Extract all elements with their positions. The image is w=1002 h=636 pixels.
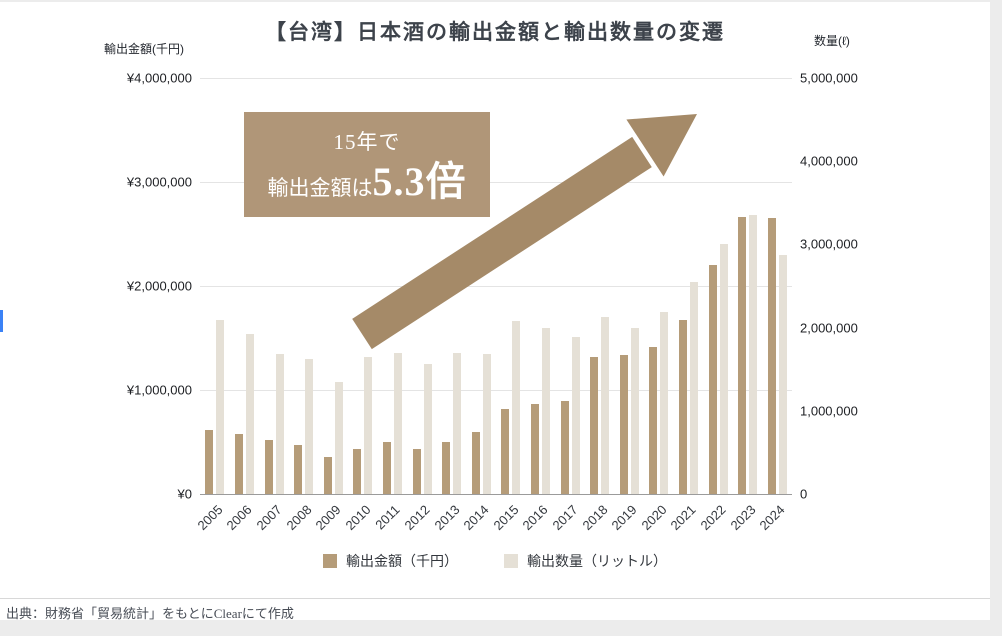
legend-label-amount: 輸出金額（千円）	[346, 553, 458, 569]
chart-card: 【台湾】日本酒の輸出金額と輸出数量の変遷 輸出金額(千円) 数量(ℓ) ¥0 ¥1…	[0, 2, 990, 621]
bar-amount-2012	[413, 449, 421, 494]
chart-title: 【台湾】日本酒の輸出金額と輸出数量の変遷	[265, 21, 725, 44]
bar-amount-2006	[235, 434, 243, 494]
bar-quantity-2023	[749, 215, 757, 494]
bar-amount-2013	[442, 442, 450, 494]
bar-quantity-2009	[335, 382, 343, 494]
bar-amount-2014	[472, 432, 480, 494]
y-axis-left-tick: ¥4,000,000	[126, 70, 192, 86]
y-axis-right-tick: 5,000,000	[800, 70, 858, 86]
legend-label-quantity: 輸出数量（リットル）	[527, 553, 667, 569]
x-axis-tick: 2021	[667, 502, 699, 534]
bar-quantity-2008	[305, 359, 313, 494]
x-axis-tick: 2005	[194, 502, 226, 534]
bar-amount-2010	[353, 449, 361, 494]
source-note: 出典：財務省「貿易統計」をもとにClearにて作成	[6, 606, 294, 621]
left-edge-artifact	[0, 310, 3, 332]
x-axis-tick: 2019	[608, 502, 640, 534]
bar-quantity-2018	[601, 317, 609, 494]
bar-amount-2024	[768, 218, 776, 494]
x-axis-tick: 2007	[253, 502, 285, 534]
bar-amount-2009	[324, 457, 332, 494]
bar-quantity-2020	[660, 312, 668, 494]
bar-quantity-2024	[779, 255, 787, 494]
bar-amount-2019	[620, 355, 628, 494]
y-axis-right-tick: 4,000,000	[800, 153, 858, 169]
x-axis-tick: 2020	[638, 502, 670, 534]
y-axis-left-tick: ¥0	[177, 486, 192, 502]
y-axis-right-tick: 1,000,000	[800, 403, 858, 419]
bar-quantity-2005	[216, 320, 224, 494]
legend: 輸出金額（千円） 輸出数量（リットル）	[0, 551, 990, 571]
annotation-line2: 輸出金額は5.3倍	[244, 160, 490, 213]
y-axis-right-tick: 3,000,000	[800, 236, 858, 252]
bar-quantity-2006	[246, 334, 254, 494]
bar-quantity-2011	[394, 353, 402, 494]
gridline	[200, 78, 792, 79]
bar-quantity-2017	[572, 337, 580, 494]
bar-quantity-2012	[424, 364, 432, 494]
y-axis-left-tick: ¥2,000,000	[126, 278, 192, 294]
x-axis-tick: 2017	[549, 502, 581, 534]
footer-divider	[0, 598, 990, 599]
x-axis-tick: 2023	[727, 502, 759, 534]
bar-amount-2017	[561, 401, 569, 494]
chart-plot-area	[200, 78, 792, 495]
bar-quantity-2022	[720, 244, 728, 494]
bar-quantity-2010	[364, 357, 372, 494]
x-axis-tick: 2016	[519, 502, 551, 534]
bar-quantity-2013	[453, 353, 461, 494]
x-axis-tick: 2014	[460, 502, 492, 534]
y-axis-right-tick: 2,000,000	[800, 320, 858, 336]
bar-quantity-2015	[512, 321, 520, 494]
x-axis-tick: 2012	[401, 502, 433, 534]
x-axis-tick: 2015	[490, 502, 522, 534]
growth-annotation: 15年で 輸出金額は5.3倍	[244, 112, 490, 217]
y-axis-right-tick: 0	[800, 486, 808, 502]
y-axis-right: 0 1,000,000 2,000,000 3,000,000 4,000,000 5,0…	[800, 71, 900, 502]
gridline	[200, 390, 792, 391]
y-axis-left-tick: ¥1,000,000	[126, 382, 192, 398]
gridline	[200, 286, 792, 287]
x-axis-tick: 2010	[342, 502, 374, 534]
x-axis-tick: 2009	[312, 502, 344, 534]
x-axis-tick: 2018	[579, 502, 611, 534]
x-axis-tick: 2022	[697, 502, 729, 534]
bar-quantity-2014	[483, 354, 491, 494]
bar-quantity-2019	[631, 328, 639, 494]
x-axis-tick: 2008	[283, 502, 315, 534]
bar-amount-2020	[649, 347, 657, 494]
bar-quantity-2021	[690, 282, 698, 494]
bar-amount-2022	[709, 265, 717, 494]
y-axis-left-tick: ¥3,000,000	[126, 174, 192, 190]
y-axis-left: ¥0 ¥1,000,000 ¥2,000,000 ¥3,000,000 ¥4,000,0…	[88, 71, 192, 502]
left-axis-title: 輸出金額(千円)	[104, 42, 184, 56]
bar-quantity-2007	[276, 354, 284, 494]
x-axis-labels: 2005 2006 2007 2008 2009 2010 2011 2012 2013 2014…	[195, 495, 792, 547]
x-axis-tick: 2024	[756, 502, 788, 534]
amount-swatch-icon	[323, 554, 337, 568]
legend-item-amount: 輸出金額（千円）	[323, 551, 458, 571]
annotation-prefix: 輸出金額は	[267, 176, 373, 200]
bar-amount-2018	[590, 357, 598, 494]
bar-amount-2021	[679, 320, 687, 494]
bar-amount-2007	[265, 440, 273, 494]
x-axis-tick: 2006	[223, 502, 255, 534]
bar-amount-2016	[531, 404, 539, 494]
x-axis-tick: 2013	[431, 502, 463, 534]
annotation-line1: 15年で	[333, 130, 401, 154]
annotation-highlight: 5.3倍	[372, 159, 467, 204]
legend-item-quantity: 輸出数量（リットル）	[504, 551, 667, 571]
bar-amount-2011	[383, 442, 391, 494]
bar-amount-2023	[738, 217, 746, 494]
right-axis-title: 数量(ℓ)	[814, 34, 850, 48]
x-axis-tick: 2011	[372, 502, 403, 533]
bar-amount-2005	[205, 430, 213, 494]
bar-amount-2008	[294, 445, 302, 494]
quantity-swatch-icon	[504, 554, 518, 568]
bar-amount-2015	[501, 409, 509, 494]
bar-quantity-2016	[542, 328, 550, 494]
